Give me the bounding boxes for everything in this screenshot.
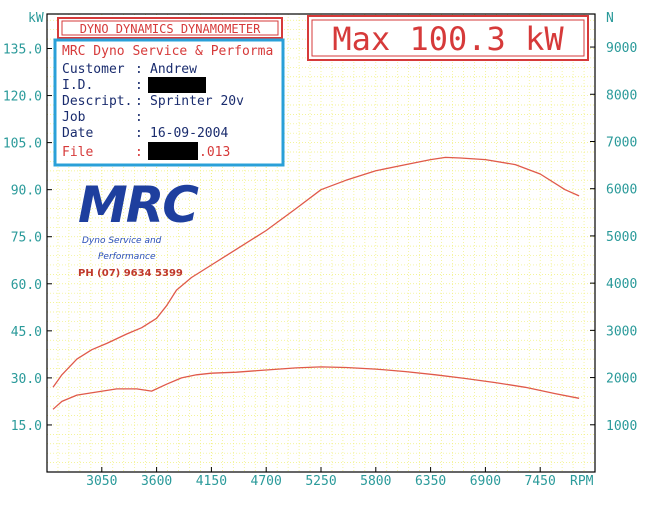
info-company: MRC Dyno Service & Performa — [62, 44, 273, 59]
mrc-logo-line2: Performance — [98, 252, 156, 262]
mrc-logo-brand: MRC — [78, 176, 199, 234]
info-sep-date: : — [135, 126, 143, 141]
y-right-tick-label: 7000 — [606, 135, 637, 150]
info-label-description: Descript. — [62, 94, 132, 109]
x-tick-label: 4150 — [196, 474, 227, 489]
y-right-tick-label: 8000 — [606, 88, 637, 103]
info-label-job: Job — [62, 110, 86, 125]
y-left-tick-label: 105.0 — [3, 137, 42, 152]
info-value-date: 16-09-2004 — [150, 126, 228, 141]
y-left-tick-label: 15.0 — [11, 419, 42, 434]
info-label-file: File — [62, 145, 93, 160]
info-sep-job: : — [135, 110, 143, 125]
y-left-tick-label: 45.0 — [11, 325, 42, 340]
x-tick-label: 6900 — [470, 474, 501, 489]
info-value-file: .013 — [199, 145, 230, 160]
dyno-title: DYNO DYNAMICS DYNAMOMETER — [80, 22, 261, 36]
x-tick-label: 3050 — [86, 474, 117, 489]
y-left-tick-label: 60.0 — [11, 278, 42, 293]
y-right-tick-label: 3000 — [606, 324, 637, 339]
y-left-tick-label: 135.0 — [3, 43, 42, 58]
y-right-tick-label: 6000 — [606, 183, 637, 198]
secondary-curve — [52, 366, 580, 410]
left-axis-unit: kW — [28, 11, 44, 26]
x-tick-label: 6350 — [415, 474, 446, 489]
curves — [52, 156, 580, 410]
redaction-file — [148, 142, 198, 160]
mrc-logo-line1: Dyno Service and — [82, 236, 162, 246]
y-left-tick-label: 90.0 — [11, 184, 42, 199]
chart-grid — [46, 14, 596, 473]
info-label-id: I.D. — [62, 78, 93, 93]
info-value-customer: Andrew — [150, 62, 197, 77]
info-panel: MRC Dyno Service & Performa Customer : A… — [53, 38, 285, 167]
x-axis-unit: RPM — [570, 474, 594, 489]
y-right-tick-label: 4000 — [606, 277, 637, 292]
y-right-tick-label: 9000 — [606, 41, 637, 56]
info-sep-file: : — [135, 145, 143, 160]
y-left-tick-label: 30.0 — [11, 372, 42, 387]
y-left-tick-label: 75.0 — [11, 231, 42, 246]
x-tick-label: 5800 — [360, 474, 391, 489]
info-value-description: Sprinter 20v — [150, 94, 244, 109]
info-label-customer: Customer — [62, 62, 125, 77]
max-power-box: Max 100.3 kW — [307, 15, 589, 61]
x-tick-label: 5250 — [305, 474, 336, 489]
x-tick-label: 4700 — [251, 474, 282, 489]
info-sep-id: : — [135, 78, 143, 93]
max-power-label: Max 100.3 kW — [332, 20, 564, 58]
mrc-logo-phone: PH (07) 9634 5399 — [78, 268, 183, 279]
power-curve — [52, 156, 580, 388]
right-axis-unit: N — [606, 11, 614, 26]
x-tick-label: 3600 — [141, 474, 172, 489]
axis-ticks: 15.0 30.0 45.0 60.0 75.0 90.0 105.0 120.0 135.0 1… — [3, 41, 637, 489]
info-sep-customer: : — [135, 62, 143, 77]
y-right-tick-label: 5000 — [606, 230, 637, 245]
x-tick-label: 7450 — [525, 474, 556, 489]
y-left-tick-label: 120.0 — [3, 90, 42, 105]
mrc-logo: MRC Dyno Service and Performance PH (07)… — [78, 176, 201, 279]
redaction-id — [148, 77, 206, 93]
y-right-tick-label: 1000 — [606, 419, 637, 434]
info-sep-description: : — [135, 94, 143, 109]
header-title-box: DYNO DYNAMICS DYNAMOMETER — [57, 17, 283, 39]
y-right-tick-label: 2000 — [606, 372, 637, 387]
info-label-date: Date — [62, 126, 93, 141]
